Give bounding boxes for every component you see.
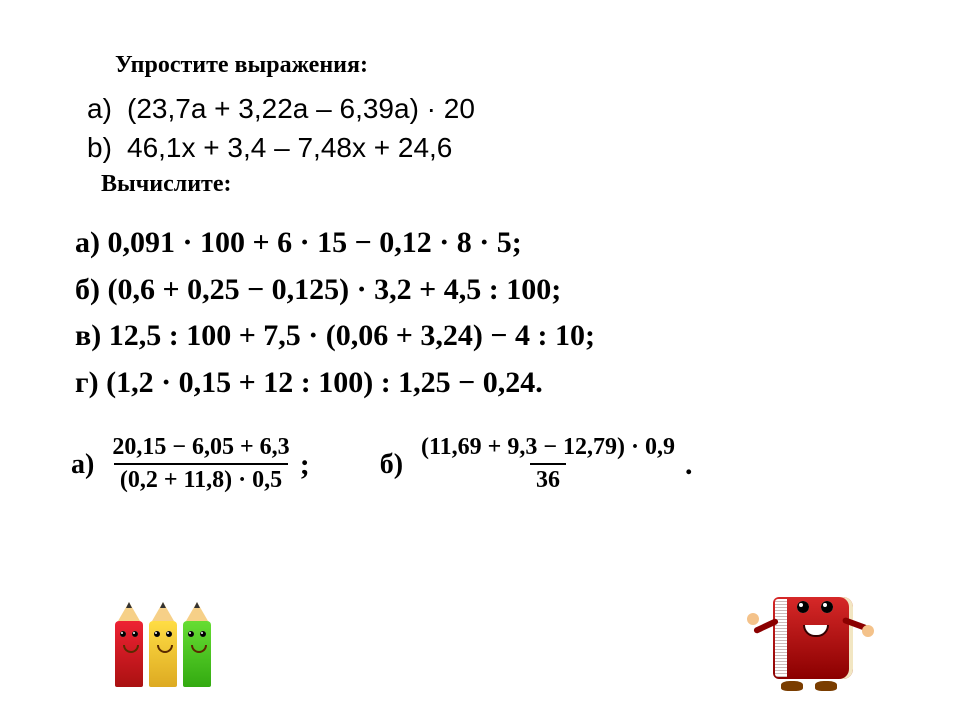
compute-item: г) (1,2 · 0,15 + 12 : 100) : 1,25 − 0,24… [75, 360, 900, 407]
expression: (23,7а + 3,22а – 6,39а) · 20 [127, 89, 475, 128]
numerator: (11,69 + 9,3 − 12,79) · 0,9 [415, 434, 681, 462]
compute-item: а) 0,091 · 100 + 6 · 15 − 0,12 · 8 · 5; [75, 220, 900, 267]
list-marker: г) [75, 366, 99, 399]
simplify-list: a) (23,7а + 3,22а – 6,39а) · 20 b) 46,1х… [87, 89, 900, 167]
list-marker: а) [71, 449, 94, 481]
fraction: (11,69 + 9,3 − 12,79) · 0,9 36 [415, 434, 681, 495]
list-marker: a) [87, 89, 127, 128]
expression: 12,5 : 100 + 7,5 · (0,06 + 3,24) − 4 : 1… [109, 319, 595, 352]
expression: 0,091 · 100 + 6 · 15 − 0,12 · 8 · 5; [108, 226, 522, 259]
content-area: Упростите выражения: a) (23,7а + 3,22а –… [65, 52, 900, 495]
fraction-item: б) (11,69 + 9,3 − 12,79) · 0,9 36 . [380, 434, 693, 495]
simplify-item: b) 46,1х + 3,4 – 7,48х + 24,6 [87, 128, 900, 167]
fraction: 20,15 − 6,05 + 6,3 (0,2 + 11,8) · 0,5 [106, 434, 295, 495]
numerator: 20,15 − 6,05 + 6,3 [106, 434, 295, 462]
book-icon [755, 577, 870, 687]
fraction-item: а) 20,15 − 6,05 + 6,3 (0,2 + 11,8) · 0,5… [71, 434, 310, 495]
compute-item: в) 12,5 : 100 + 7,5 · (0,06 + 3,24) − 4 … [75, 313, 900, 360]
simplify-item: a) (23,7а + 3,22а – 6,39а) · 20 [87, 89, 900, 128]
expression: (1,2 · 0,15 + 12 : 100) : 1,25 − 0,24. [106, 366, 543, 399]
expression: (0,6 + 0,25 − 0,125) · 3,2 + 4,5 : 100; [108, 273, 562, 306]
list-marker: в) [75, 319, 101, 352]
denominator: (0,2 + 11,8) · 0,5 [114, 463, 288, 495]
fraction-row: а) 20,15 − 6,05 + 6,3 (0,2 + 11,8) · 0,5… [71, 434, 900, 495]
list-marker: а) [75, 226, 100, 259]
punct: ; [300, 448, 310, 482]
pencil-red-icon [115, 621, 143, 687]
list-marker: b) [87, 128, 127, 167]
pencil-yellow-icon [149, 621, 177, 687]
pencil-green-icon [183, 621, 211, 687]
list-marker: б) [380, 449, 403, 481]
denominator: 36 [530, 463, 566, 495]
heading-compute: Вычислите: [101, 171, 900, 198]
slide: Упростите выражения: a) (23,7а + 3,22а –… [0, 0, 960, 720]
heading-simplify: Упростите выражения: [115, 52, 900, 79]
expression: 46,1х + 3,4 – 7,48х + 24,6 [127, 128, 452, 167]
compute-item: б) (0,6 + 0,25 − 0,125) · 3,2 + 4,5 : 10… [75, 267, 900, 314]
compute-list: а) 0,091 · 100 + 6 · 15 − 0,12 · 8 · 5; … [75, 220, 900, 406]
pencils-icon [107, 582, 222, 687]
list-marker: б) [75, 273, 100, 306]
punct: . [685, 448, 693, 482]
